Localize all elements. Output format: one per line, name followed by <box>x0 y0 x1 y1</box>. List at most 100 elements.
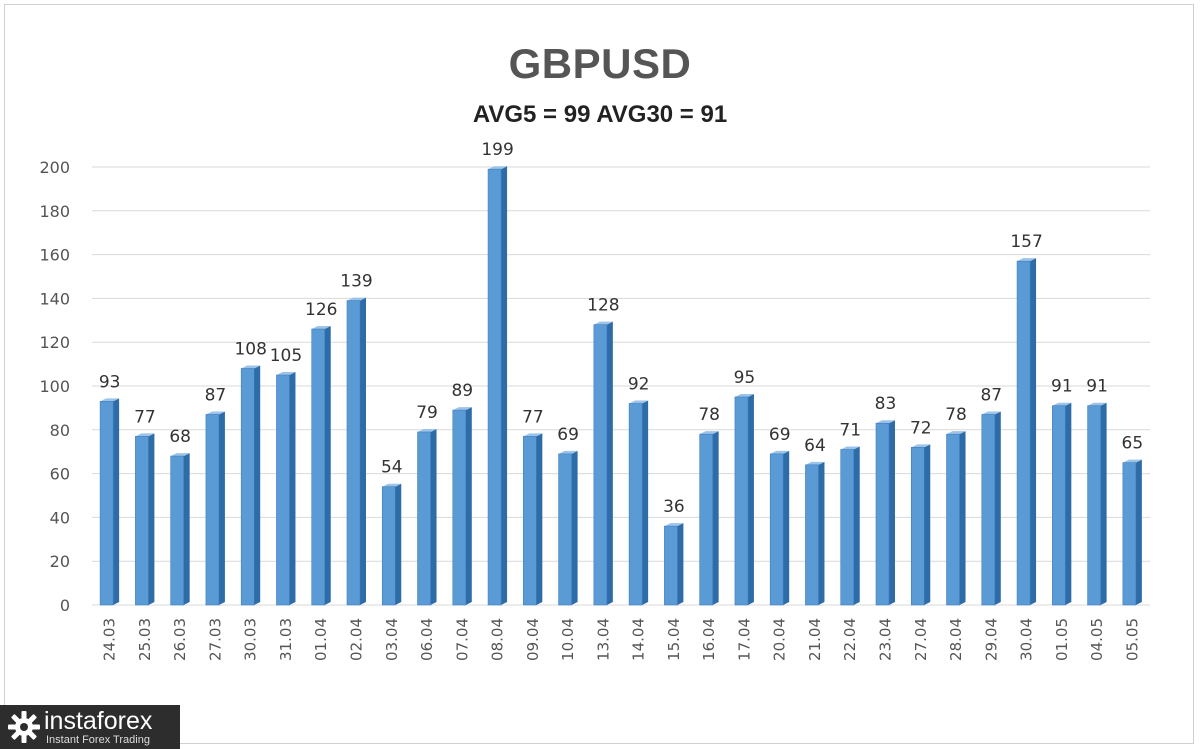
bar-side <box>1030 258 1037 605</box>
bar <box>381 483 402 606</box>
data-label: 91 <box>1051 377 1073 397</box>
data-label: 95 <box>734 368 756 388</box>
x-tick-label: 08.04 <box>489 618 507 661</box>
y-tick-label: 20 <box>50 552 70 571</box>
x-tick-label: 17.04 <box>735 618 753 661</box>
bar-front <box>875 422 890 606</box>
bar-front <box>135 436 149 606</box>
bar-front <box>1016 260 1031 606</box>
bar-top <box>276 372 296 376</box>
bar-top <box>523 433 543 437</box>
bar-top <box>876 420 895 424</box>
bar-front <box>346 300 361 606</box>
x-tick-label: 23.04 <box>877 618 895 661</box>
data-label: 89 <box>451 381 473 401</box>
bar <box>240 365 261 606</box>
data-label: 128 <box>587 296 619 316</box>
data-label: 78 <box>698 405 720 425</box>
bar-front <box>664 525 678 606</box>
x-tick-label: 14.04 <box>630 618 648 661</box>
bar-front <box>840 449 855 606</box>
y-tick-label: 140 <box>39 289 70 308</box>
bar <box>946 431 966 606</box>
data-label: 87 <box>205 385 227 405</box>
bar-front <box>558 453 572 606</box>
bar-top <box>911 444 931 448</box>
bar-top <box>629 400 649 404</box>
bar <box>1052 402 1072 606</box>
y-axis-ticks: 0 20 40 60 80 100 120 140 160 180 200 <box>39 158 70 615</box>
bar-top <box>664 523 684 527</box>
x-tick-label: 03.04 <box>383 618 401 661</box>
bar-front <box>981 414 996 606</box>
bar-top <box>1052 402 1072 406</box>
data-label: 126 <box>305 300 337 320</box>
x-tick-label: 06.04 <box>418 618 436 661</box>
bar-front <box>99 401 114 606</box>
x-axis-ticks: 24.03 25.03 26.03 27.03 30.03 31.03 01.04 02.04… <box>101 618 1142 661</box>
bar <box>276 372 296 606</box>
bar <box>170 453 190 606</box>
bar-top <box>840 446 860 450</box>
data-label: 65 <box>1122 434 1144 454</box>
bar-side <box>218 411 225 605</box>
bar-top <box>135 433 155 437</box>
data-label: 157 <box>1010 232 1042 252</box>
y-tick-label: 160 <box>39 246 70 265</box>
data-label: 36 <box>663 497 685 517</box>
bar <box>628 400 649 606</box>
bar <box>311 326 331 606</box>
bar-top <box>311 326 331 330</box>
bar-top <box>770 450 790 454</box>
bar <box>1016 258 1037 606</box>
data-label: 79 <box>416 403 438 423</box>
bar-side <box>783 450 790 605</box>
bar <box>875 420 895 606</box>
x-tick-label: 30.03 <box>242 618 260 661</box>
x-tick-label: 13.04 <box>594 618 612 661</box>
bar-side <box>465 407 472 605</box>
bar <box>487 166 508 606</box>
bar-top <box>805 461 825 465</box>
bar-top <box>981 411 1001 415</box>
data-label: 71 <box>839 421 861 441</box>
x-tick-label: 16.04 <box>700 618 718 661</box>
x-tick-label: 24.03 <box>101 618 119 661</box>
bar-front <box>769 453 784 606</box>
bar-front <box>734 396 749 606</box>
bar-side <box>889 420 895 605</box>
bar-top <box>558 450 578 454</box>
chart-subtitle: AVG5 = 99 AVG30 = 91 <box>472 101 728 128</box>
bar-side <box>395 483 402 605</box>
x-tick-label: 09.04 <box>524 618 542 661</box>
x-tick-label: 01.04 <box>312 618 330 661</box>
x-tick-label: 26.03 <box>171 618 189 661</box>
data-label: 77 <box>522 407 544 427</box>
x-tick-label: 30.04 <box>1018 618 1036 661</box>
bar <box>699 431 719 606</box>
bar <box>910 444 931 606</box>
bar <box>346 297 366 606</box>
y-tick-label: 80 <box>50 421 70 440</box>
data-label: 199 <box>481 140 513 160</box>
instaforex-logo: instaforex Instant Forex Trading <box>0 705 180 749</box>
bar-top <box>417 428 437 432</box>
x-tick-label: 05.05 <box>1123 618 1141 661</box>
bar-side <box>853 446 860 605</box>
bar-side <box>1065 402 1072 605</box>
bar-front <box>311 328 326 606</box>
bar-top <box>593 321 613 325</box>
bar <box>805 461 825 606</box>
bar-front <box>381 486 396 606</box>
bar <box>1122 459 1142 606</box>
bar-front <box>276 374 290 606</box>
bar <box>981 411 1001 606</box>
bar-front <box>523 436 537 606</box>
bar-side <box>501 166 508 605</box>
y-tick-label: 180 <box>39 202 70 221</box>
bar-top <box>946 431 966 435</box>
bar-top <box>347 297 366 301</box>
bar <box>452 407 472 606</box>
bar-front <box>946 433 960 606</box>
data-label: 78 <box>945 405 967 425</box>
